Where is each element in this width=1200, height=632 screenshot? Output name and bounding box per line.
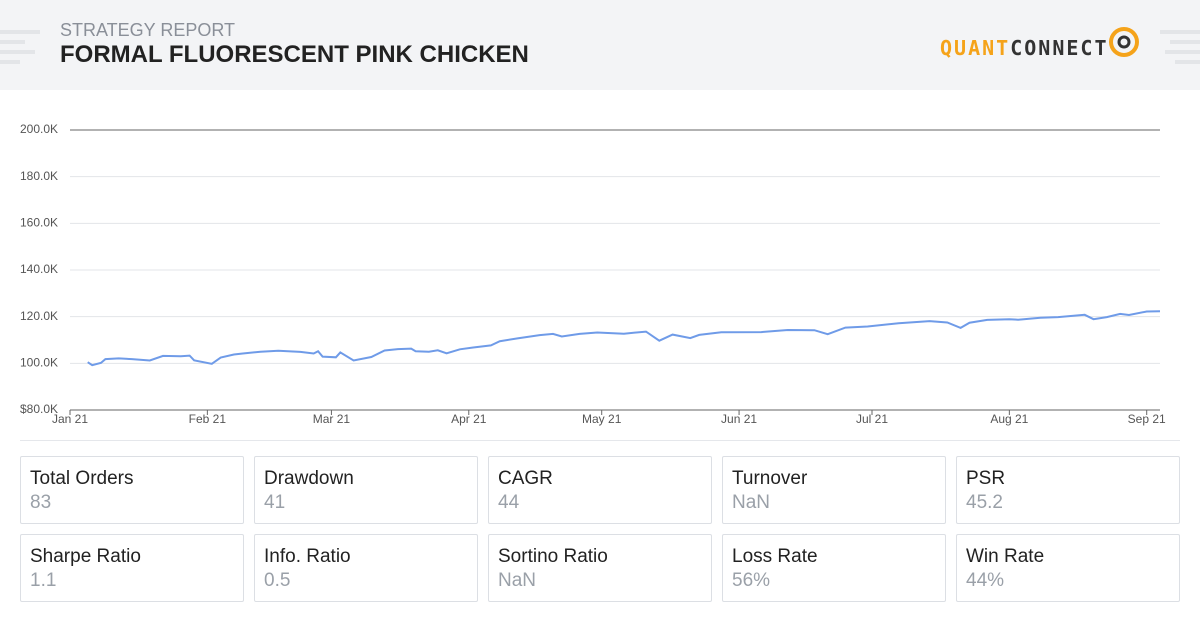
equity-line <box>87 310 1161 367</box>
stat-card: Total Orders 83 <box>20 456 244 524</box>
stat-card: Loss Rate 56% <box>722 534 946 602</box>
stat-label: Win Rate <box>966 546 1045 567</box>
separator <box>20 440 1180 441</box>
stat-label: Total Orders <box>30 468 134 489</box>
stat-value: 45.2 <box>966 492 1003 513</box>
stat-value: 56% <box>732 570 771 591</box>
stat-value: 0.5 <box>264 570 291 591</box>
y-tick-label: 120.0K <box>20 309 58 323</box>
stat-value: NaN <box>732 492 771 513</box>
stat-label: CAGR <box>498 468 553 489</box>
stat-card: Turnover NaN <box>722 456 946 524</box>
stat-value: 83 <box>30 492 52 513</box>
stat-label: Sortino Ratio <box>498 546 608 567</box>
stat-card: Drawdown 41 <box>254 456 478 524</box>
header: STRATEGY REPORT FORMAL FLUORESCENT PINK … <box>0 0 1200 90</box>
x-tick-label: Jul 21 <box>856 412 888 426</box>
stat-card: Info. Ratio 0.5 <box>254 534 478 602</box>
stat-label: PSR <box>966 468 1006 489</box>
stat-value: 44% <box>966 570 1005 591</box>
x-tick-label: Feb 21 <box>189 412 227 426</box>
x-tick-label: May 21 <box>582 412 622 426</box>
y-tick-label: 140.0K <box>20 262 58 276</box>
logo-text: QUANT <box>940 36 1011 60</box>
stat-card: Sharpe Ratio 1.1 <box>20 534 244 602</box>
stat-label: Turnover <box>732 468 808 489</box>
stat-value: 1.1 <box>30 570 57 591</box>
y-tick-label: 160.0K <box>20 216 58 230</box>
decoration <box>0 30 40 64</box>
x-tick-label: Sep 21 <box>1128 412 1166 426</box>
stat-label: Info. Ratio <box>264 546 351 567</box>
stat-card: Sortino Ratio NaN <box>488 534 712 602</box>
stat-card: CAGR 44 <box>488 456 712 524</box>
y-tick-label: 200.0K <box>20 122 58 136</box>
y-tick-label: $80.0K <box>20 402 58 416</box>
stat-card: Win Rate 44% <box>956 534 1180 602</box>
stat-value: NaN <box>498 570 537 591</box>
x-tick-label: Aug 21 <box>990 412 1028 426</box>
stat-value: 44 <box>498 492 520 513</box>
y-tick-label: 100.0K <box>20 356 58 370</box>
stat-label: Drawdown <box>264 468 354 489</box>
equity-chart: $80.0K 100.0K 120.0K 140.0K 160.0K 180.0K 200.… <box>20 122 1166 426</box>
x-tick-label: Jan 21 <box>52 412 88 426</box>
x-tick-label: Mar 21 <box>313 412 351 426</box>
x-tick-label: Jun 21 <box>721 412 757 426</box>
y-tick-label: 180.0K <box>20 169 58 183</box>
logo: QUANTCONNECT <box>940 36 1109 60</box>
logo-icon <box>1109 27 1139 57</box>
stat-label: Loss Rate <box>732 546 818 567</box>
x-tick-label: Apr 21 <box>451 412 487 426</box>
report-title: FORMAL FLUORESCENT PINK CHICKEN <box>60 41 529 68</box>
stat-card: PSR 45.2 <box>956 456 1180 524</box>
decoration <box>1160 30 1200 64</box>
logo-text: CONNECT <box>1010 36 1109 60</box>
stat-label: Sharpe Ratio <box>30 546 141 567</box>
stat-value: 41 <box>264 492 286 513</box>
report-subtitle: STRATEGY REPORT <box>60 20 236 40</box>
